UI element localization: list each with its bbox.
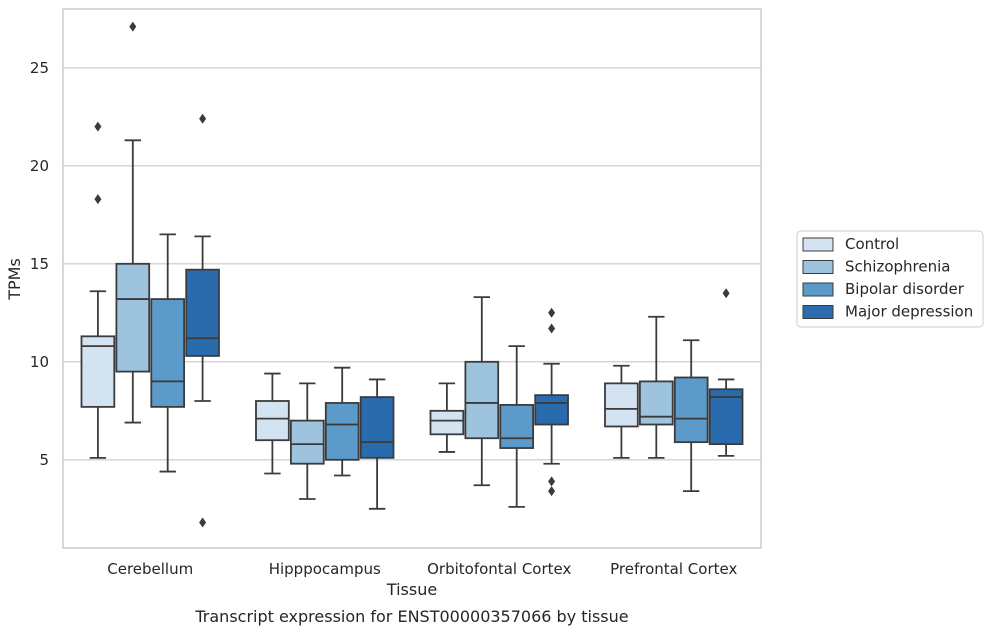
box-iqr <box>534 394 569 426</box>
box-iqr <box>673 376 709 444</box>
outlier-point <box>94 194 102 205</box>
box-iqr <box>638 380 674 426</box>
box-bipolar-disorder <box>499 345 535 508</box>
box-iqr <box>464 360 500 440</box>
box-control <box>604 364 639 459</box>
x-tick-label: Cerebellum <box>107 560 193 578</box>
box-control <box>429 382 465 453</box>
legend-swatch <box>802 282 834 297</box>
outlier-point <box>548 476 556 487</box>
outlier-point <box>722 288 730 299</box>
legend-label: Schizophrenia <box>845 258 950 276</box>
boxes <box>80 21 744 528</box>
y-axis-label: TPMs <box>5 258 24 301</box>
legend-label: Bipolar disorder <box>845 280 965 298</box>
box-major-depression <box>534 307 569 497</box>
box-schizophrenia <box>289 382 325 500</box>
box-control <box>255 372 290 475</box>
box-schizophrenia <box>115 21 151 424</box>
box-iqr <box>604 382 639 428</box>
box-iqr <box>185 268 220 357</box>
y-tick-label: 5 <box>39 451 49 469</box>
box-iqr <box>115 262 151 373</box>
box-iqr <box>289 419 325 465</box>
chart-caption: Transcript expression for ENST0000035706… <box>194 607 628 626</box>
legend-label: Control <box>845 235 899 253</box>
box-major-depression <box>359 378 395 510</box>
box-iqr <box>499 404 535 449</box>
y-axis-ticks: 5 10 15 20 25 <box>30 59 49 469</box>
box-iqr <box>708 388 744 446</box>
plot-frame <box>62 8 762 549</box>
outlier-point <box>548 323 556 334</box>
x-tick-label: Prefrontal Cortex <box>610 560 737 578</box>
legend-label: Major depression <box>845 303 973 321</box>
box-iqr <box>150 298 186 408</box>
y-tick-label: 10 <box>30 353 49 371</box>
legend-swatch <box>802 305 834 319</box>
box-iqr <box>429 409 465 436</box>
outlier-point <box>129 21 137 32</box>
box-major-depression <box>185 113 220 528</box>
x-axis-label: Tissue <box>386 580 437 599</box>
y-tick-label: 15 <box>30 255 49 273</box>
legend-frame <box>796 230 984 328</box>
outlier-point <box>199 517 207 528</box>
box-iqr <box>359 396 395 459</box>
legend-swatch <box>802 260 834 274</box>
box-control <box>80 121 116 459</box>
x-tick-label: Hipppocampus <box>269 560 381 578</box>
legend: Control Schizophrenia Bipolar disorder Majo… <box>796 230 984 328</box>
box-major-depression <box>708 288 744 457</box>
outlier-point <box>199 113 207 124</box>
box-schizophrenia <box>638 315 674 459</box>
outlier-point <box>548 486 556 497</box>
box-iqr <box>255 400 290 442</box>
box-iqr <box>324 402 360 461</box>
box-bipolar-disorder <box>673 339 709 493</box>
outlier-point <box>548 307 556 318</box>
box-bipolar-disorder <box>324 366 360 477</box>
box-iqr <box>80 335 116 408</box>
y-tick-label: 25 <box>30 59 49 77</box>
x-tick-label: Orbitofontal Cortex <box>427 560 571 578</box>
box-bipolar-disorder <box>150 233 186 473</box>
x-axis-ticks: Cerebellum Hipppocampus Orbitofontal Corte… <box>107 560 737 578</box>
box-schizophrenia <box>464 296 500 487</box>
y-tick-label: 20 <box>30 157 49 175</box>
legend-swatch <box>802 237 834 252</box>
outlier-point <box>94 121 102 132</box>
